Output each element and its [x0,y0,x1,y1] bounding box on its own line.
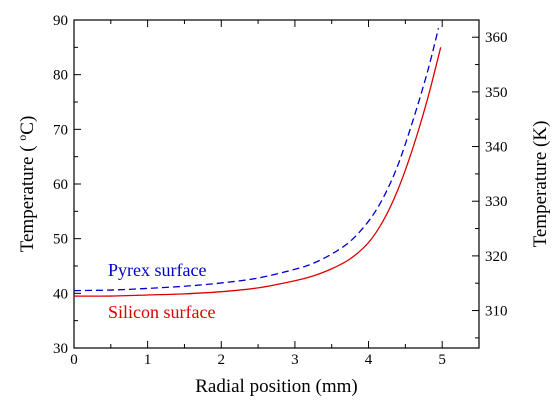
plot-frame [73,19,480,349]
y-axis-title-right: Temperature (K) [530,121,551,248]
y-right-tick-label: 340 [485,140,508,156]
x-axis-title: Radial position (mm) [195,376,358,397]
y-axis-title-prefix: Temperature ( [17,141,38,253]
y-axis-title-left: Temperature ( oC) [15,116,38,253]
y-axis-title-degree: o [15,135,29,141]
y-right-tick-label: 310 [485,304,508,320]
y-tick-label: 90 [53,13,68,29]
x-tick-label: 4 [365,352,373,368]
y-tick-label: 50 [53,232,68,248]
series-line-pyrex-surface [73,28,440,292]
y-right-tick-label: 350 [485,85,508,101]
y-tick-label: 30 [53,341,68,357]
y-right-tick-label: 320 [485,249,508,265]
y-axis-title-unit: C) [17,116,38,135]
series-line-silicon-surface [73,47,442,297]
y-tick-label: 70 [53,122,68,138]
x-tick-label: 1 [144,352,152,368]
series-label-pyrex: Pyrex surface [108,260,206,280]
y-tick-label: 60 [53,177,68,193]
y-right-tick-label: 360 [485,30,508,46]
x-tick-label: 3 [291,352,299,368]
x-tick-label: 0 [70,352,78,368]
x-tick-label: 2 [218,352,226,368]
y-tick-label: 40 [53,286,68,302]
y-tick-label: 80 [53,68,68,84]
series-label-silicon: Silicon surface [108,302,215,322]
y-right-tick-label: 330 [485,194,508,210]
x-tick-label: 5 [438,352,446,368]
